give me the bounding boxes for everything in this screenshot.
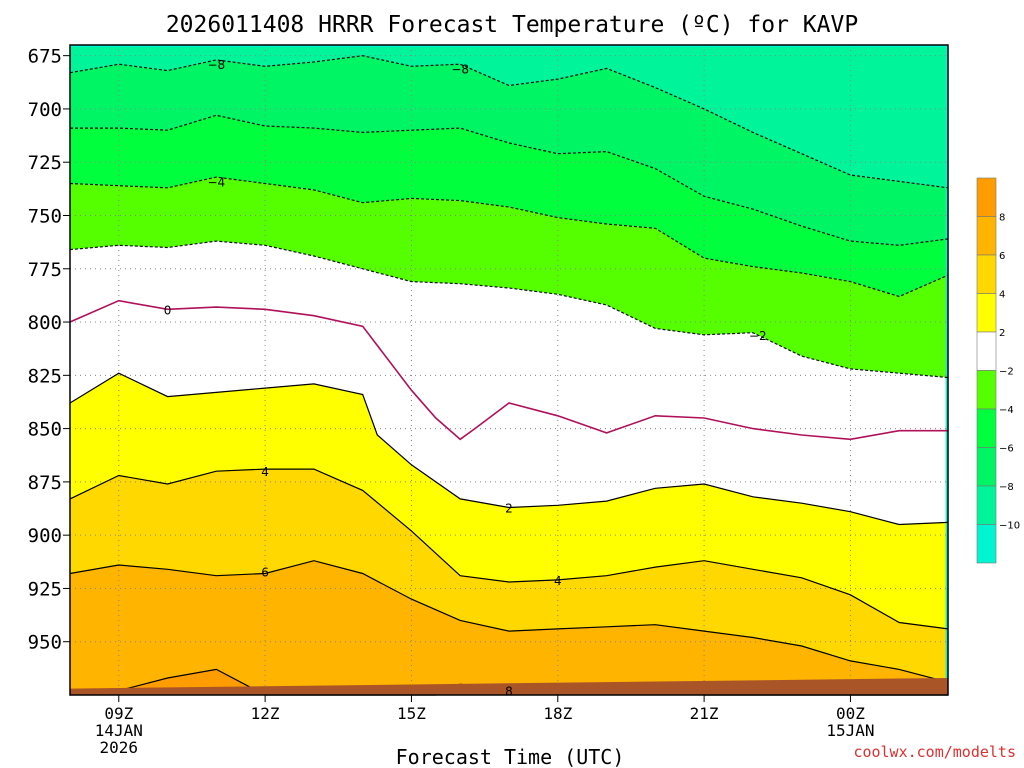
y-tick-label: 775 — [28, 259, 62, 281]
y-axis: 675 700 725 750 775 800 825 850 875 900 925 950 — [28, 46, 70, 654]
contour-label: 0 — [164, 303, 172, 317]
contour-labels: −8 −8 −4 −2 0 4 6 2 4 8 — [164, 58, 767, 699]
band-minus4 — [70, 177, 946, 378]
contour-label: −4 — [207, 175, 225, 189]
band-minus10 — [70, 47, 946, 188]
contour-label: 8 — [505, 685, 513, 699]
ground-fill — [70, 677, 948, 695]
colorbar-label: −4 — [999, 405, 1014, 416]
colorbar-label: 6 — [999, 251, 1005, 262]
colorbar-bin — [976, 485, 997, 525]
contour-minus8 — [69, 55, 949, 189]
x-tick-label: 09Z — [104, 704, 133, 723]
colorbar-label: 8 — [999, 213, 1005, 224]
contour-label: −8 — [451, 62, 469, 76]
x-tick-label: 21Z — [690, 704, 719, 723]
x-tick-label: 18Z — [543, 704, 572, 723]
y-tick-label: 850 — [28, 419, 62, 441]
y-tick-label: 750 — [28, 205, 62, 227]
colorbar-label: −6 — [999, 444, 1014, 455]
ground-layer — [70, 677, 948, 695]
colorbar-label: −8 — [999, 482, 1014, 493]
chart-title: 2026011408 HRRR Forecast Temperature (ºC… — [166, 12, 858, 38]
contour-4 — [69, 468, 949, 630]
contour-minus4 — [69, 176, 949, 298]
colorbar-bin — [976, 524, 997, 564]
contour-label: −2 — [749, 329, 767, 343]
temperature-fill-bands — [70, 45, 948, 695]
contour-label: 6 — [261, 565, 269, 579]
colorbar-bin — [976, 331, 997, 371]
y-tick-label: 700 — [28, 99, 62, 121]
band-minus8 — [70, 55, 946, 246]
contour-label: −8 — [207, 58, 225, 72]
y-tick-label: 925 — [28, 578, 62, 600]
x-tick-label: 12Z — [251, 704, 280, 723]
y-tick-label: 800 — [28, 312, 62, 334]
band-2 — [70, 373, 946, 629]
y-tick-label: 900 — [28, 525, 62, 547]
x-tick-label: 15Z — [397, 704, 426, 723]
grid-lines — [70, 45, 948, 695]
contour-minus2 — [69, 240, 949, 379]
y-tick-label: 950 — [28, 632, 62, 654]
colorbar-bin — [976, 293, 997, 333]
colorbar-bin — [976, 447, 997, 487]
band-0 — [70, 300, 946, 525]
colorbar-bin — [976, 177, 997, 217]
band-6 — [70, 560, 946, 695]
credit-text[interactable]: coolwx.com/modelts — [853, 743, 1016, 761]
band-minus2 — [70, 241, 946, 440]
colorbar-label: −2 — [999, 367, 1014, 378]
y-tick-label: 675 — [28, 46, 62, 68]
colorbar-label: 2 — [999, 328, 1005, 339]
contour-6 — [69, 560, 949, 683]
y-tick-label: 825 — [28, 365, 62, 387]
contour-label: 4 — [261, 465, 269, 479]
contour-label: 2 — [505, 501, 513, 515]
colorbar-bin — [976, 408, 997, 448]
contour-0 — [69, 299, 948, 441]
contour-2 — [69, 372, 949, 526]
plot-frame — [69, 44, 949, 696]
x-tick-label: 14JAN — [95, 721, 143, 740]
colorbar-label: −10 — [999, 521, 1020, 532]
band-minus6 — [70, 115, 946, 297]
colorbar-label: 4 — [999, 290, 1005, 301]
contour-label: 4 — [554, 574, 562, 588]
band-4 — [70, 469, 946, 682]
y-tick-label: 725 — [28, 152, 62, 174]
x-tick-label: 2026 — [100, 738, 139, 757]
colorbar-bin — [976, 370, 997, 410]
y-tick-label: 875 — [28, 472, 62, 494]
colorbar-legend: 8 6 4 2 −2 −4 −6 −8 −10 — [976, 177, 1020, 564]
x-tick-label: 00Z — [836, 704, 865, 723]
contour-lines — [69, 55, 949, 696]
colorbar-bin — [976, 216, 997, 256]
colorbar-bin — [976, 254, 997, 294]
x-axis-label: Forecast Time (UTC) — [396, 745, 625, 768]
x-tick-label: 15JAN — [826, 721, 874, 740]
